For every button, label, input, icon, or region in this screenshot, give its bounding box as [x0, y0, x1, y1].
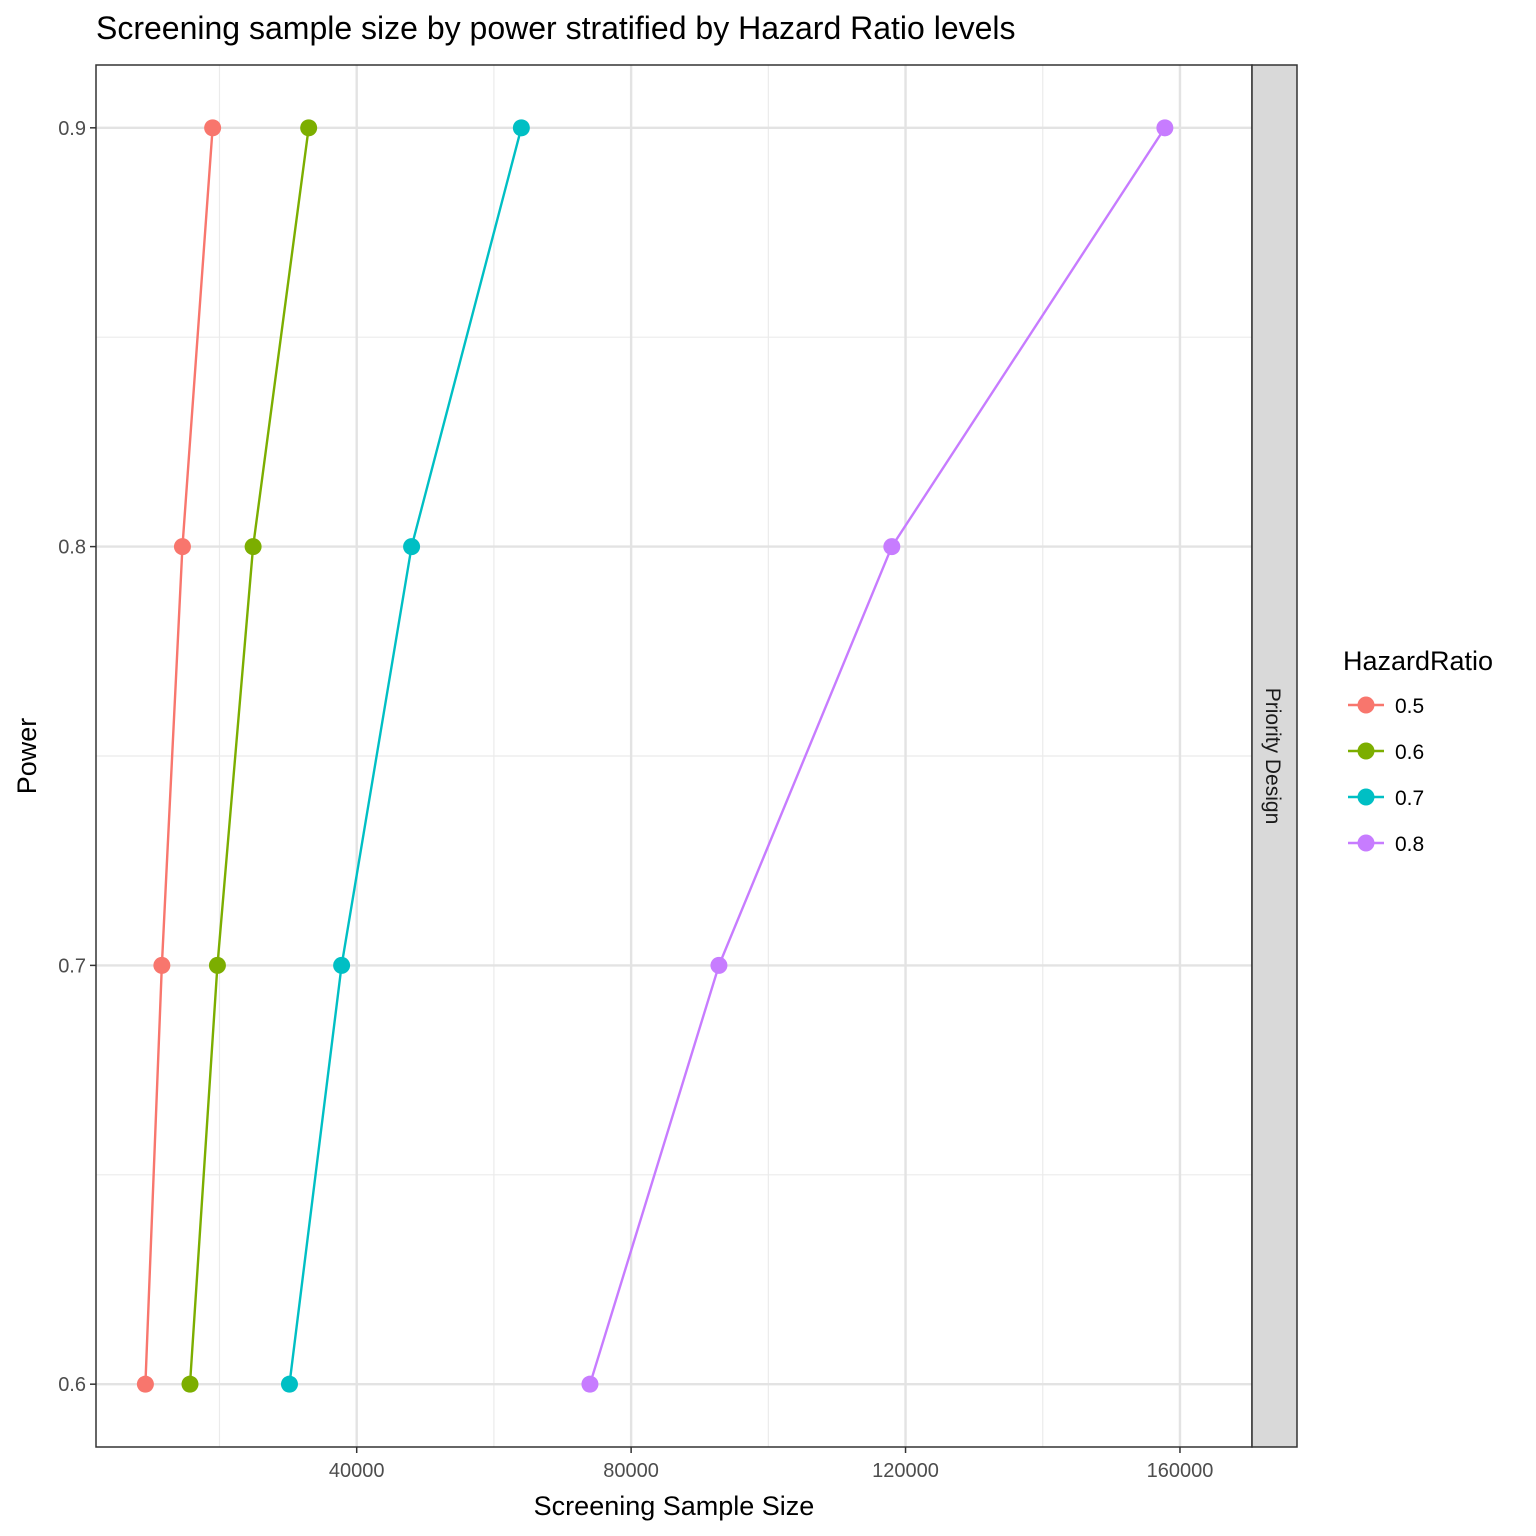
facet-strip	[1251, 64, 1298, 1448]
data-point-0.6	[208, 956, 226, 974]
series-lines	[144, 127, 1166, 1385]
data-point-0.5	[153, 956, 171, 974]
data-point-0.7	[280, 1375, 298, 1393]
series-line-0.7	[288, 127, 523, 1385]
y-axis-title: Power	[12, 718, 42, 795]
data-point-0.6	[181, 1375, 199, 1393]
data-point-0.6	[300, 119, 318, 137]
chart-title: Screening sample size by power stratifie…	[96, 10, 1016, 46]
data-point-0.7	[403, 538, 421, 556]
y-axis-ticks: 0.6 0.7 0.8 0.9	[58, 118, 96, 1396]
series-line-0.6	[188, 127, 310, 1385]
data-point-0.8	[883, 538, 901, 556]
series-line-0.8	[588, 127, 1166, 1385]
y-tick-label: 0.9	[58, 118, 86, 140]
legend-key-point	[1357, 742, 1375, 760]
legend-label: 0.6	[1395, 741, 1424, 764]
data-point-0.5	[173, 538, 191, 556]
data-point-0.8	[710, 956, 728, 974]
legend: 0.5 0.6 0.7 0.8	[1348, 695, 1424, 856]
data-point-0.7	[512, 119, 530, 137]
legend-label: 0.8	[1395, 833, 1424, 856]
grid	[96, 65, 1252, 1447]
series-points	[136, 119, 1174, 1393]
x-axis-ticks: 40000 80000 120000 160000	[329, 1447, 1213, 1482]
data-point-0.6	[244, 538, 262, 556]
y-tick-label: 0.6	[58, 1374, 86, 1396]
data-point-0.8	[581, 1375, 599, 1393]
legend-label: 0.7	[1395, 787, 1424, 810]
x-axis-title: Screening Sample Size	[534, 1491, 815, 1521]
data-point-0.8	[1156, 119, 1174, 137]
y-tick-label: 0.7	[58, 955, 86, 977]
legend-label: 0.5	[1395, 695, 1424, 718]
data-point-0.5	[204, 119, 222, 137]
y-tick-label: 0.8	[58, 537, 86, 559]
facet-strip-label: Priority Design	[1261, 688, 1284, 825]
series-line-0.5	[144, 127, 214, 1385]
legend-title: HazardRatio	[1343, 646, 1493, 676]
legend-key-point	[1357, 834, 1375, 852]
data-point-0.7	[333, 956, 351, 974]
x-tick-label: 120000	[872, 1460, 939, 1482]
x-tick-label: 40000	[329, 1460, 385, 1482]
x-tick-label: 80000	[603, 1460, 659, 1482]
legend-key-point	[1357, 696, 1375, 714]
data-point-0.5	[136, 1375, 154, 1393]
legend-key-point	[1357, 788, 1375, 806]
x-tick-label: 160000	[1147, 1460, 1214, 1482]
